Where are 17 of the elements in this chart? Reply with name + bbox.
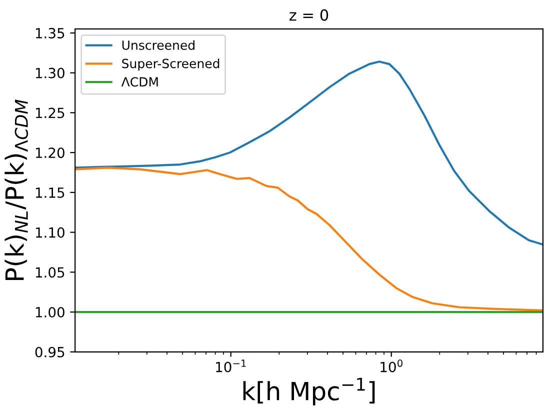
x-axis-title: k[h Mpc$^{−1}$] — [243, 378, 375, 406]
chart-title: z = 0 — [290, 9, 328, 21]
legend-label: ΛCDM — [121, 77, 158, 87]
y-tick-label: 0.95 — [35, 346, 64, 358]
y-tick-label: 1.30 — [36, 68, 64, 78]
y-tick-label: 1.20 — [36, 148, 64, 158]
x-tick-label: 10$^{−1}$ — [216, 360, 246, 372]
y-tick-label: 1.00 — [36, 307, 64, 318]
y-tick-label: 1.15 — [36, 188, 64, 198]
y-tick-label: 1.05 — [36, 267, 64, 278]
legend-label: Super-Screened — [122, 58, 220, 71]
y-tick-label: 1.10 — [36, 227, 64, 238]
y-tick-label: 1.35 — [36, 28, 64, 38]
y-axis-title: P(k)$_{NL}$/P(k)$_{ΛCDM}$ — [4, 100, 28, 280]
legend-label: Unscreened — [122, 40, 194, 50]
x-tick-label: 10$^{0}$ — [380, 360, 402, 372]
y-tick-label: 1.25 — [36, 108, 64, 118]
